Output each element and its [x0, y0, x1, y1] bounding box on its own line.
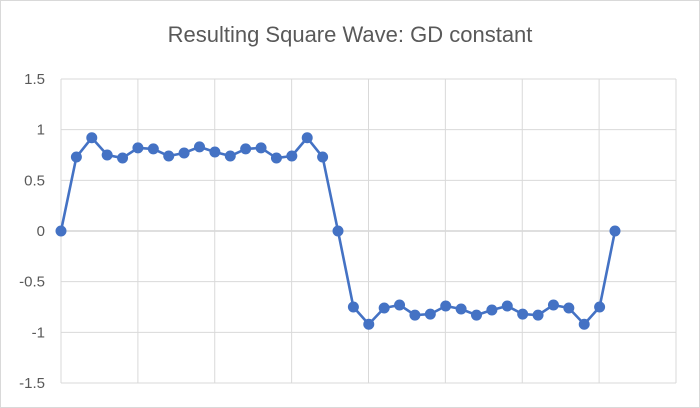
data-point — [55, 225, 67, 237]
data-point — [117, 152, 129, 164]
data-point — [363, 318, 375, 330]
y-tick-label: 1 — [37, 122, 45, 139]
data-point — [286, 150, 298, 162]
data-point — [270, 152, 282, 164]
data-point — [86, 132, 98, 144]
data-point — [301, 132, 313, 144]
y-tick-label: 1.5 — [24, 71, 45, 88]
data-point — [563, 302, 575, 314]
y-axis: 1.5 1 0.5 0 -0.5 -1 -1.5 — [19, 71, 45, 392]
data-point — [471, 309, 482, 321]
data-point — [532, 309, 544, 321]
data-point — [70, 151, 82, 163]
data-point — [240, 143, 252, 155]
data-point — [440, 300, 452, 312]
chart-title: Resulting Square Wave: GD constant — [167, 22, 533, 47]
data-point — [486, 304, 498, 316]
data-point — [224, 150, 236, 162]
data-point — [347, 301, 359, 313]
data-point — [332, 225, 344, 237]
data-point — [517, 308, 529, 320]
data-point — [378, 302, 390, 314]
data-point — [578, 318, 590, 330]
y-tick-label: 0.5 — [24, 172, 45, 189]
data-point — [255, 142, 267, 154]
data-point — [209, 146, 221, 158]
data-point — [501, 300, 513, 312]
data-point — [394, 299, 406, 311]
data-point — [101, 149, 113, 161]
y-tick-label: -1.5 — [19, 375, 45, 392]
data-point — [317, 151, 329, 163]
series-layer — [55, 132, 621, 330]
data-point — [163, 150, 175, 162]
data-point — [609, 225, 621, 237]
data-point — [594, 301, 606, 313]
y-tick-label: -0.5 — [19, 274, 45, 291]
data-point — [455, 303, 467, 315]
data-point — [147, 143, 159, 155]
data-point — [132, 142, 144, 154]
data-point — [409, 309, 421, 321]
data-point — [547, 299, 559, 311]
data-point — [178, 147, 190, 159]
data-point — [424, 308, 436, 320]
y-tick-label: 0 — [37, 223, 45, 240]
grid-layer — [60, 78, 677, 384]
y-tick-label: -1 — [32, 324, 45, 341]
data-point — [194, 141, 205, 153]
